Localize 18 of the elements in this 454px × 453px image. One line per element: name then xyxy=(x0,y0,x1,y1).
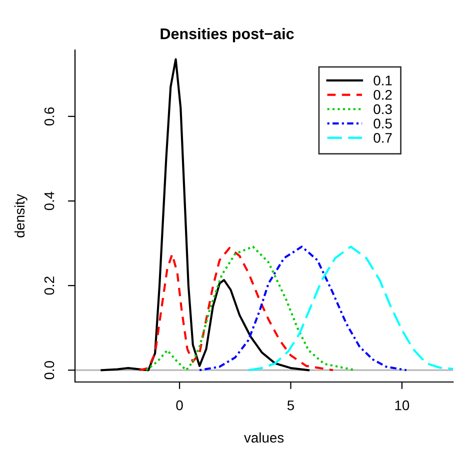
chart-title: Densities post−aic xyxy=(160,28,294,42)
legend-label: 0.1 xyxy=(374,76,392,86)
legend-label: 0.3 xyxy=(374,104,392,114)
y-axis-title: density xyxy=(14,194,28,238)
line-series xyxy=(198,246,408,372)
x-axis-title: values xyxy=(244,432,284,443)
y-tick-label: 0.2 xyxy=(44,276,54,295)
y-tick-label: 0.4 xyxy=(44,192,54,210)
y-tick-label: 0.0 xyxy=(44,361,54,380)
legend-label: 0.2 xyxy=(374,90,392,100)
x-tick-label: 0 xyxy=(176,400,183,410)
line-series xyxy=(247,246,454,372)
x-tick-label: 10 xyxy=(395,400,410,410)
line-series xyxy=(100,58,310,372)
y-tick-label: 0.6 xyxy=(44,107,54,126)
legend-label: 0.5 xyxy=(374,118,392,128)
legend-label: 0.7 xyxy=(374,132,392,143)
x-tick-label: 5 xyxy=(287,400,294,410)
